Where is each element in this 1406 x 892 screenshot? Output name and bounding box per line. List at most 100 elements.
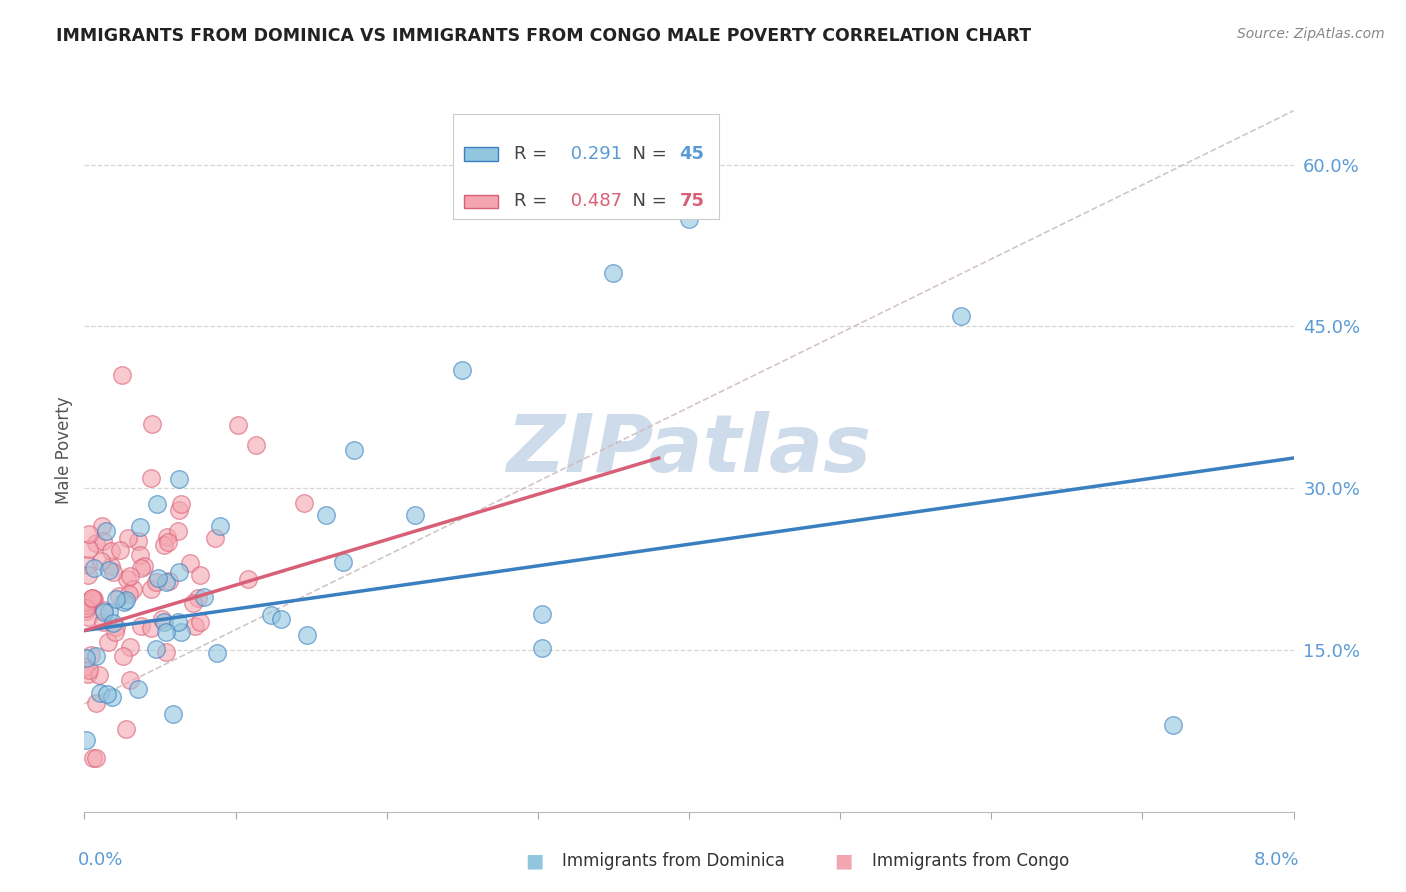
Point: [260, 607, 283, 622]
Point: [155, 625, 177, 640]
Point: [100, 558, 122, 573]
Point: [153, 615, 176, 630]
Point: [332, 556, 354, 570]
Point: [120, 568, 142, 582]
Point: [141, 417, 163, 431]
Point: [108, 589, 131, 603]
Point: [120, 673, 142, 688]
Point: [77, 567, 100, 582]
Point: [82, 593, 104, 607]
Point: [87, 667, 110, 681]
Point: [90, 554, 112, 568]
Text: ■: ■: [834, 851, 853, 871]
Point: [602, 266, 624, 280]
Point: [118, 640, 141, 654]
Point: [101, 565, 124, 579]
Text: Source: ZipAtlas.com: Source: ZipAtlas.com: [1237, 27, 1385, 41]
Point: [117, 531, 139, 545]
Point: [129, 619, 152, 633]
Point: [80, 591, 103, 606]
Point: [75, 660, 97, 674]
Point: [167, 524, 190, 538]
Point: [77, 663, 100, 677]
Point: [245, 438, 267, 452]
Point: [80, 648, 103, 662]
Point: [115, 722, 138, 736]
Text: IMMIGRANTS FROM DOMINICA VS IMMIGRANTS FROM CONGO MALE POVERTY CORRELATION CHART: IMMIGRANTS FROM DOMINICA VS IMMIGRANTS F…: [56, 27, 1032, 45]
Point: [121, 582, 143, 597]
Point: [77, 558, 100, 572]
Point: [82, 751, 104, 765]
Point: [97, 563, 120, 577]
Point: [118, 586, 141, 600]
Point: [270, 612, 292, 626]
Text: ZIPatlas: ZIPatlas: [506, 411, 872, 490]
Point: [162, 706, 184, 721]
Point: [315, 508, 337, 523]
Point: [228, 417, 250, 432]
Point: [76, 595, 98, 609]
Point: [141, 582, 163, 596]
Point: [155, 645, 177, 659]
Point: [112, 595, 135, 609]
Point: [83, 561, 105, 575]
Point: [184, 619, 207, 633]
Point: [110, 542, 132, 557]
Point: [91, 534, 114, 549]
Point: [145, 575, 167, 590]
Point: [204, 531, 226, 545]
Point: [127, 533, 149, 548]
Point: [129, 548, 152, 562]
Point: [75, 651, 97, 665]
Point: [75, 601, 97, 615]
Point: [157, 574, 180, 588]
Point: [157, 535, 180, 549]
Point: [84, 751, 107, 765]
Point: [93, 603, 115, 617]
Point: [129, 519, 152, 533]
Text: 0.0%: 0.0%: [79, 852, 124, 870]
Point: [77, 541, 100, 556]
Point: [139, 471, 162, 485]
Point: [170, 624, 193, 639]
Point: [77, 666, 100, 681]
Point: [96, 687, 118, 701]
Point: [169, 472, 191, 486]
Point: [84, 696, 107, 710]
Point: [84, 648, 107, 663]
Point: [187, 591, 209, 606]
Point: [77, 526, 100, 541]
Point: [127, 682, 149, 697]
Point: [404, 508, 426, 522]
Point: [104, 619, 127, 633]
Y-axis label: Male Poverty: Male Poverty: [55, 397, 73, 504]
Point: [343, 443, 366, 458]
Point: [297, 628, 319, 642]
Point: [166, 615, 188, 629]
Point: [193, 591, 215, 605]
Point: [101, 690, 124, 704]
Point: [150, 612, 173, 626]
Point: [80, 591, 103, 605]
Point: [76, 610, 98, 624]
Point: [167, 566, 190, 580]
Point: [155, 530, 177, 544]
Point: [76, 598, 98, 612]
Point: [950, 309, 973, 323]
Point: [188, 615, 211, 629]
Point: [179, 556, 201, 570]
Point: [75, 733, 97, 747]
Point: [205, 646, 228, 660]
Point: [91, 615, 114, 630]
Point: [292, 496, 315, 510]
Point: [678, 211, 700, 226]
Point: [100, 543, 122, 558]
Point: [83, 592, 105, 607]
Point: [169, 498, 191, 512]
Point: [531, 640, 554, 655]
Point: [531, 607, 554, 622]
Point: [112, 649, 135, 664]
Point: [115, 572, 138, 586]
Point: [93, 605, 115, 619]
Point: [141, 621, 163, 635]
